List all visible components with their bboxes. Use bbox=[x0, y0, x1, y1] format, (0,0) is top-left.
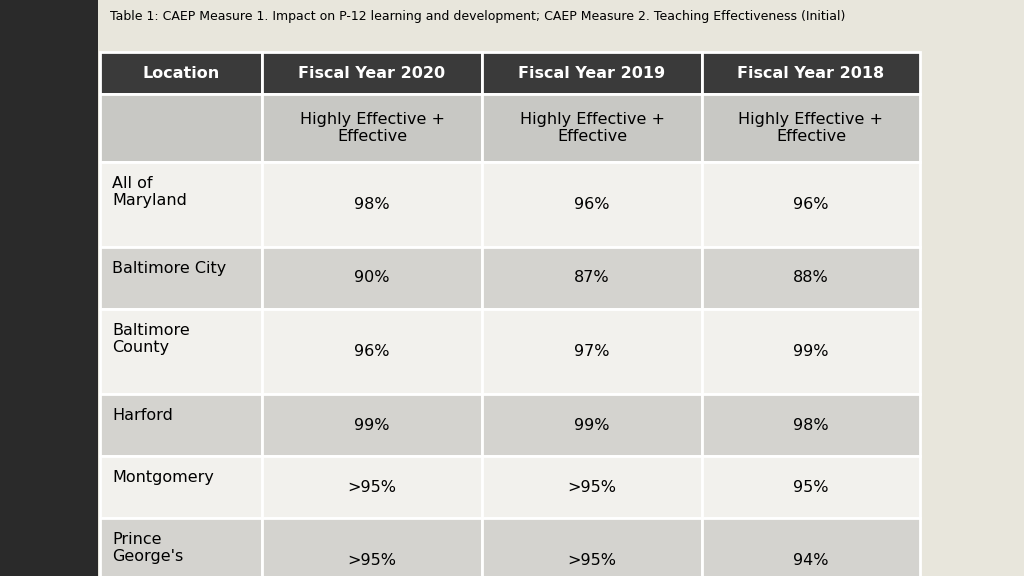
Text: Fiscal Year 2019: Fiscal Year 2019 bbox=[518, 66, 666, 81]
Text: 96%: 96% bbox=[354, 344, 390, 359]
Bar bbox=[262, 309, 482, 394]
Text: Baltimore City: Baltimore City bbox=[112, 261, 226, 276]
Text: Harford: Harford bbox=[112, 408, 173, 423]
Bar bbox=[702, 52, 920, 94]
Text: 94%: 94% bbox=[794, 553, 828, 568]
Text: All of
Maryland: All of Maryland bbox=[112, 176, 186, 209]
Bar bbox=[482, 309, 702, 394]
Bar bbox=[262, 52, 482, 94]
Bar bbox=[702, 518, 920, 576]
Bar bbox=[482, 52, 702, 94]
Bar bbox=[262, 518, 482, 576]
Bar bbox=[702, 394, 920, 456]
Bar bbox=[100, 247, 262, 309]
Text: Prince
George's: Prince George's bbox=[112, 532, 183, 564]
Text: >95%: >95% bbox=[567, 479, 616, 495]
Text: 90%: 90% bbox=[354, 271, 390, 286]
Bar bbox=[262, 456, 482, 518]
Text: Location: Location bbox=[142, 66, 219, 81]
Text: 88%: 88% bbox=[794, 271, 828, 286]
Bar bbox=[702, 309, 920, 394]
Bar bbox=[702, 94, 920, 162]
Text: Table 1: CAEP Measure 1. Impact on P-12 learning and development; CAEP Measure 2: Table 1: CAEP Measure 1. Impact on P-12 … bbox=[110, 10, 846, 23]
Text: Highly Effective +
Effective: Highly Effective + Effective bbox=[738, 112, 884, 144]
Bar bbox=[482, 162, 702, 247]
Text: Fiscal Year 2018: Fiscal Year 2018 bbox=[737, 66, 885, 81]
Text: Fiscal Year 2020: Fiscal Year 2020 bbox=[298, 66, 445, 81]
Bar bbox=[100, 394, 262, 456]
Bar bbox=[482, 456, 702, 518]
Bar bbox=[262, 394, 482, 456]
Text: 96%: 96% bbox=[794, 197, 828, 212]
Bar bbox=[100, 456, 262, 518]
Bar bbox=[262, 162, 482, 247]
Bar bbox=[702, 247, 920, 309]
Bar bbox=[482, 94, 702, 162]
Bar bbox=[100, 94, 262, 162]
Bar bbox=[482, 247, 702, 309]
Text: Highly Effective +
Effective: Highly Effective + Effective bbox=[299, 112, 444, 144]
Text: 87%: 87% bbox=[574, 271, 610, 286]
Bar bbox=[100, 162, 262, 247]
Bar bbox=[0, 0, 98, 576]
Bar bbox=[100, 309, 262, 394]
Bar bbox=[262, 247, 482, 309]
Text: 99%: 99% bbox=[354, 418, 390, 433]
Bar bbox=[100, 52, 262, 94]
Text: 95%: 95% bbox=[794, 479, 828, 495]
Text: 99%: 99% bbox=[794, 344, 828, 359]
Text: Montgomery: Montgomery bbox=[112, 470, 214, 485]
Text: >95%: >95% bbox=[347, 553, 396, 568]
Text: 99%: 99% bbox=[574, 418, 609, 433]
Text: 96%: 96% bbox=[574, 197, 609, 212]
Bar bbox=[702, 162, 920, 247]
Text: >95%: >95% bbox=[347, 479, 396, 495]
Bar bbox=[702, 456, 920, 518]
Bar bbox=[482, 518, 702, 576]
Text: >95%: >95% bbox=[567, 553, 616, 568]
Bar bbox=[262, 94, 482, 162]
Text: 98%: 98% bbox=[794, 418, 828, 433]
Text: Baltimore
County: Baltimore County bbox=[112, 323, 189, 355]
Text: Highly Effective +
Effective: Highly Effective + Effective bbox=[519, 112, 665, 144]
Text: 97%: 97% bbox=[574, 344, 609, 359]
Bar bbox=[482, 394, 702, 456]
Bar bbox=[100, 518, 262, 576]
Text: 98%: 98% bbox=[354, 197, 390, 212]
